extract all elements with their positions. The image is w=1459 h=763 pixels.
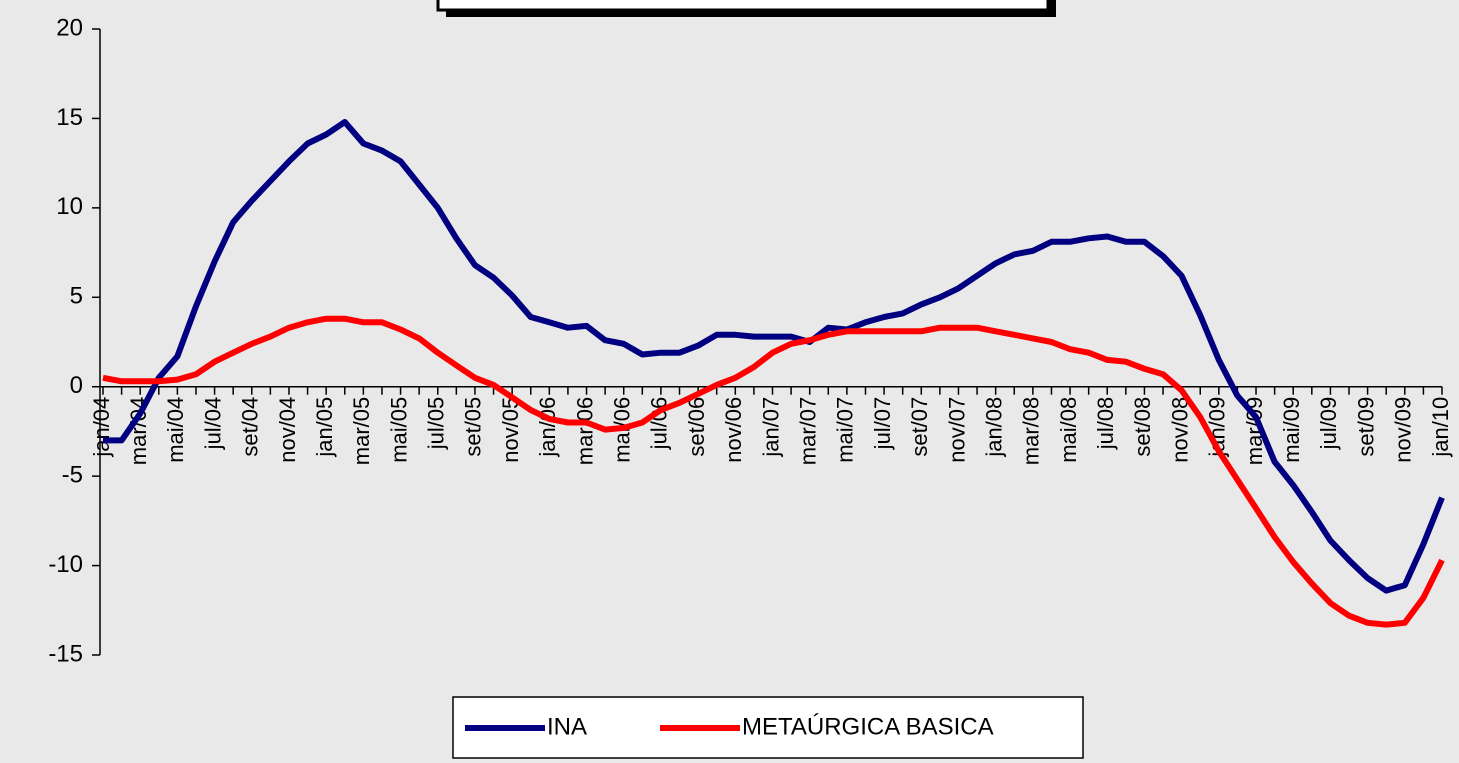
y-tick-label: 10 <box>56 193 83 220</box>
x-tick-label: set/06 <box>684 397 709 457</box>
x-tick-label: mar/07 <box>796 397 821 465</box>
x-tick-label: jan/10 <box>1428 397 1453 458</box>
x-tick-label: nov/06 <box>721 397 746 463</box>
x-tick-label: mar/08 <box>1019 397 1044 465</box>
y-tick-label: 0 <box>70 372 83 399</box>
x-tick-label: jul/07 <box>870 397 895 451</box>
legend-label: METAÚRGICA BASICA <box>742 713 994 740</box>
x-tick-label: nov/05 <box>498 397 523 463</box>
x-tick-label: set/07 <box>907 397 932 457</box>
x-tick-label: jul/05 <box>424 397 449 451</box>
x-tick-label: jan/07 <box>758 397 783 458</box>
x-tick-label: mai/08 <box>1056 397 1081 463</box>
x-tick-label: jul/08 <box>1093 397 1118 451</box>
y-tick-label: -10 <box>48 551 83 578</box>
x-tick-label: mar/05 <box>349 397 374 465</box>
title-box <box>436 0 1050 12</box>
legend-box <box>452 696 1084 759</box>
x-tick-label: mar/06 <box>572 397 597 465</box>
y-tick-label: 5 <box>70 283 83 310</box>
x-tick-label: jan/04 <box>89 397 114 458</box>
series-line <box>103 119 1445 594</box>
x-tick-label: jan/05 <box>312 397 337 458</box>
x-tick-label: set/04 <box>238 397 263 457</box>
y-tick-label: -5 <box>62 461 83 488</box>
x-tick-label: mai/04 <box>163 397 188 463</box>
x-tick-label: set/09 <box>1353 397 1378 457</box>
y-tick-label: 20 <box>56 14 83 41</box>
x-tick-label: mai/09 <box>1279 397 1304 463</box>
x-tick-label: jan/08 <box>981 397 1006 458</box>
legend-label: INA <box>547 713 587 740</box>
y-tick-label: -15 <box>48 640 83 667</box>
x-tick-label: nov/08 <box>1167 397 1192 463</box>
x-tick-label: jan/06 <box>535 397 560 458</box>
x-tick-label: jul/09 <box>1316 397 1341 451</box>
x-tick-label: mai/05 <box>386 397 411 463</box>
x-tick-label: set/05 <box>461 397 486 457</box>
x-tick-label: mai/07 <box>833 397 858 463</box>
x-tick-label: set/08 <box>1130 397 1155 457</box>
x-tick-label: nov/07 <box>944 397 969 463</box>
x-tick-label: nov/04 <box>275 397 300 463</box>
y-tick-label: 15 <box>56 104 83 131</box>
x-tick-label: jul/04 <box>200 397 225 451</box>
x-tick-label: nov/09 <box>1391 397 1416 463</box>
series-line <box>102 315 1445 628</box>
